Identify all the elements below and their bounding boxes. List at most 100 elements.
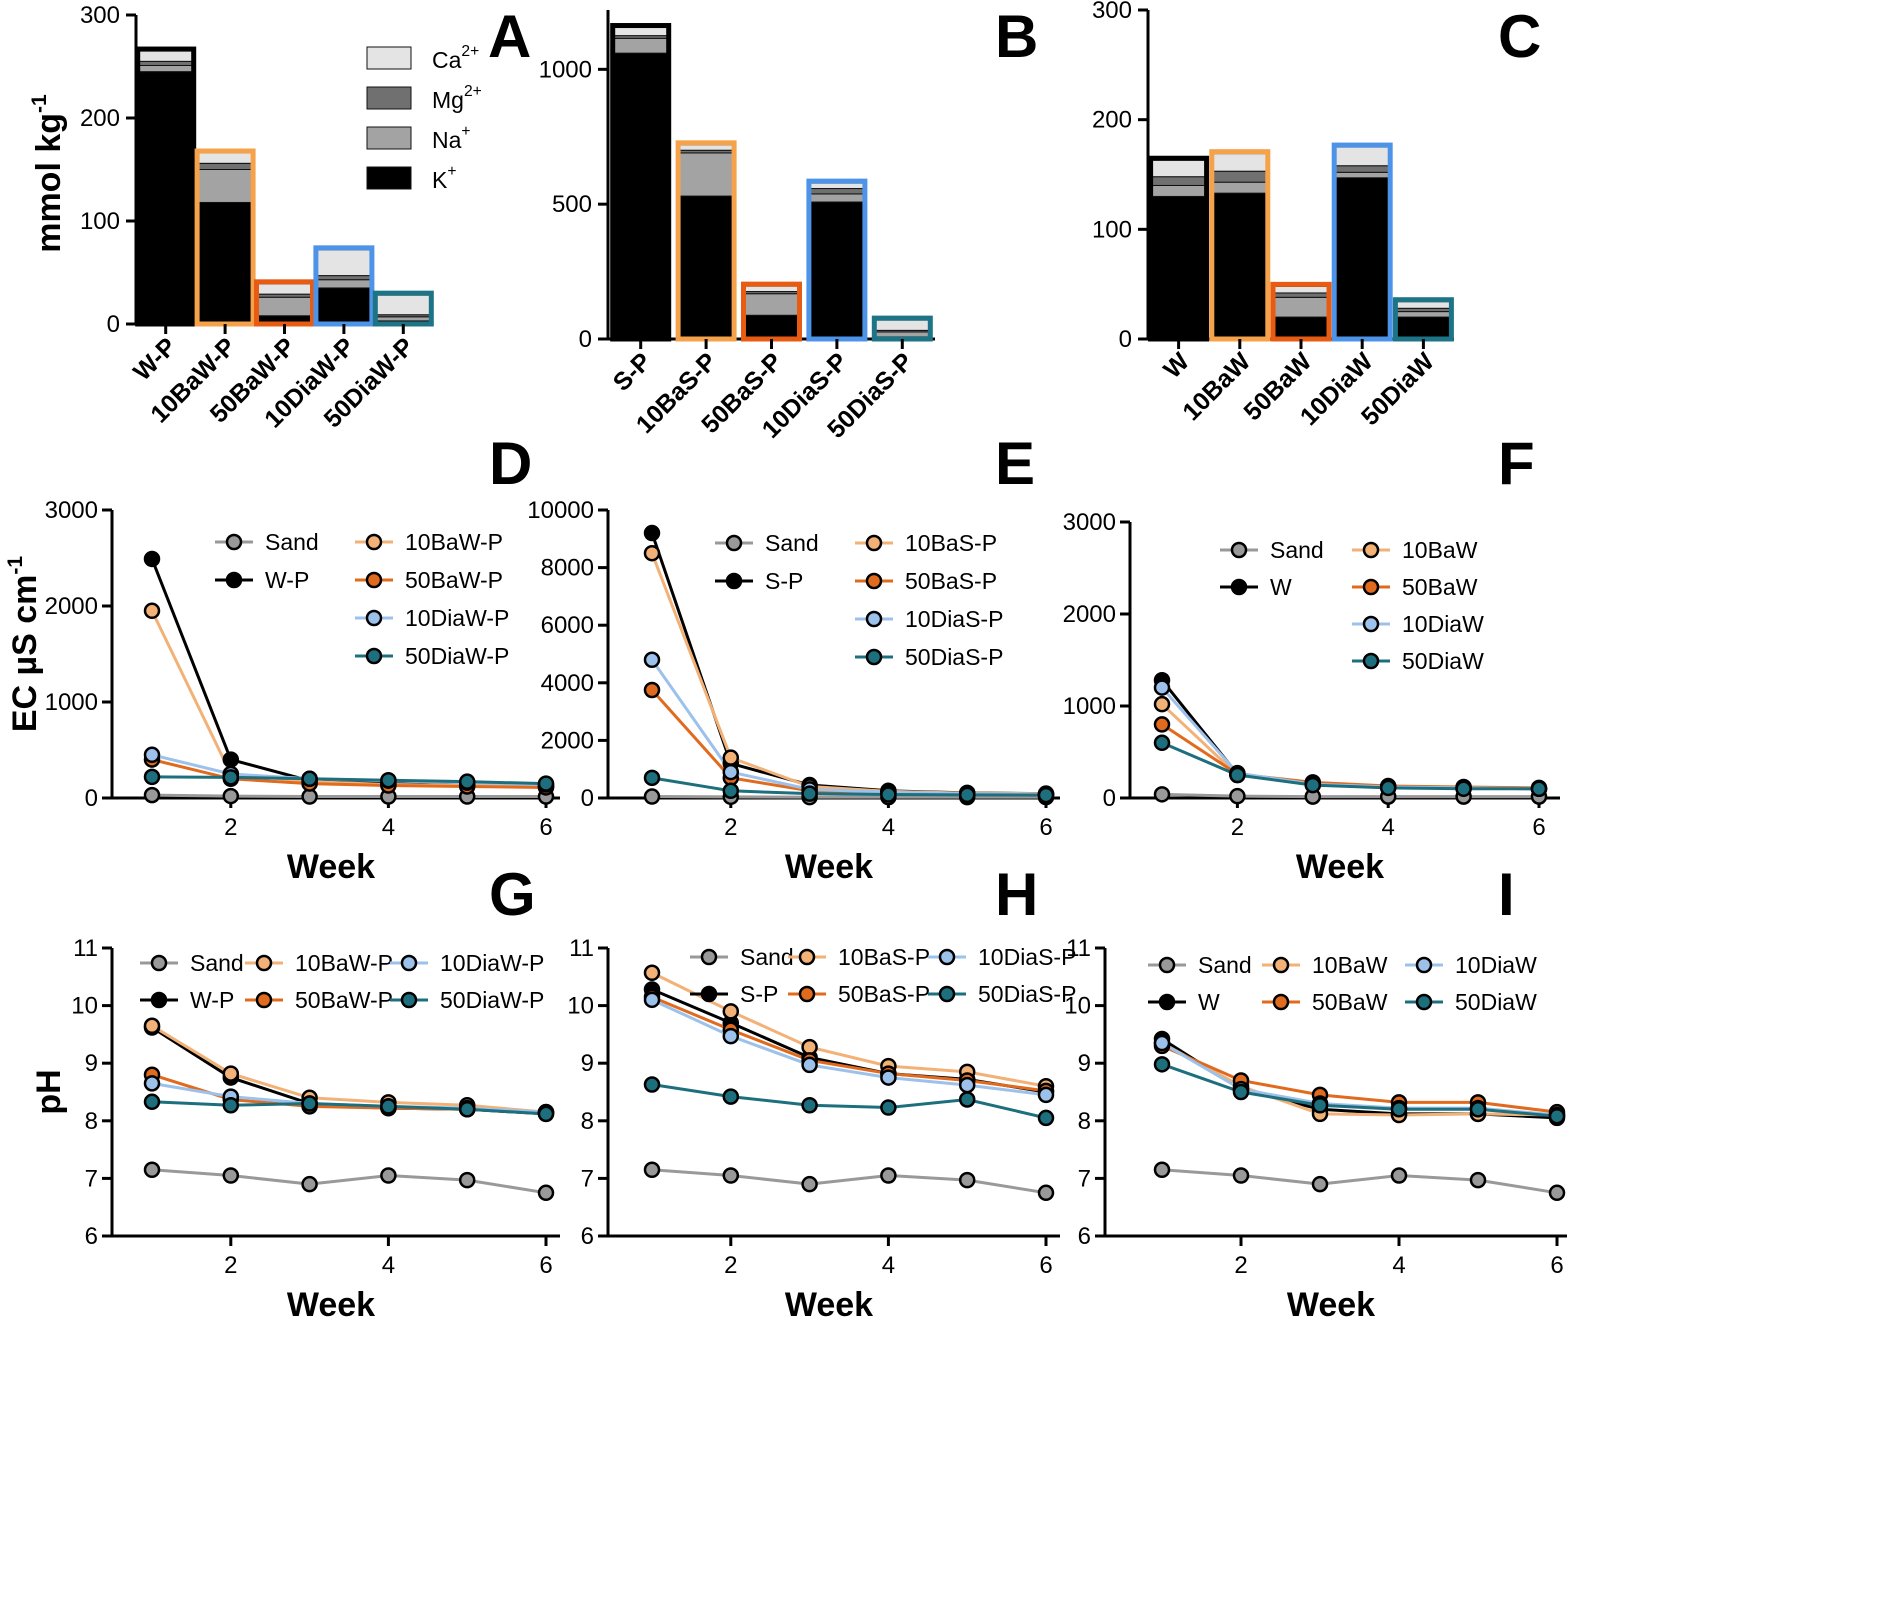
y-tick-label: 3000 — [45, 497, 98, 524]
legend-label: 50DiaW — [1455, 989, 1537, 1015]
x-axis-title: Week — [1296, 848, 1384, 886]
legend-label: Sand — [740, 944, 794, 970]
data-point-50dia — [1548, 1107, 1566, 1125]
y-tick-label: 0 — [1119, 326, 1132, 353]
data-point-50dia — [643, 769, 661, 787]
legend-marker — [365, 647, 383, 665]
series-line-sand — [1161, 1168, 1558, 1195]
bar-segment-na — [1151, 184, 1207, 197]
x-tick-label: 2 — [1234, 1252, 1247, 1279]
bar-segment-k — [809, 201, 865, 340]
bar-segment-mg — [316, 275, 372, 281]
bar-segment-mg — [197, 162, 253, 171]
legend-marker — [1158, 993, 1176, 1011]
legend-label: Sand — [1270, 537, 1324, 563]
data-point-50dia — [801, 785, 818, 802]
legend-marker — [865, 648, 883, 666]
data-point-sand — [143, 1161, 161, 1179]
data-point-50dia — [380, 771, 397, 789]
legend-swatch-k — [366, 166, 412, 190]
series-line-10dia — [650, 658, 1047, 796]
legend-marker — [865, 610, 883, 628]
series-line-10dia — [651, 998, 1047, 1097]
data-point-sand — [801, 1175, 818, 1193]
chart-f: 0 1000 2000 3000 2 4 6 Sand W 10BaW 50BaW 10DiaW 50D… — [1063, 430, 1560, 886]
data-point-10dia — [1153, 679, 1171, 696]
data-point-50dia — [143, 1093, 161, 1111]
bar-segment-k — [1151, 195, 1207, 340]
data-point-sand — [301, 1175, 318, 1193]
panel-letter: F — [1498, 430, 1535, 497]
legend-label: 50DiaS-P — [978, 981, 1076, 1007]
legend-marker — [725, 534, 743, 552]
data-point-10ba — [1153, 695, 1171, 713]
series-line-10ba — [1160, 703, 1540, 791]
bar-segment-mg — [1212, 170, 1268, 183]
data-point-sand — [1153, 1161, 1171, 1179]
data-point-sand — [1229, 787, 1246, 805]
series-line-50dia — [151, 775, 547, 786]
x-tick-label: 2 — [724, 814, 737, 841]
legend-marker — [365, 609, 383, 627]
bar-segment-na — [197, 169, 253, 203]
legend-label: 10BaS-P — [838, 944, 930, 970]
legend-label: W — [1270, 574, 1292, 600]
y-tick-label: 500 — [552, 191, 592, 218]
bar-segment-k — [1212, 192, 1268, 340]
bar-segment-na — [744, 293, 799, 316]
data-point-50dia — [722, 782, 740, 800]
y-tick-label: 0 — [107, 311, 120, 338]
bar-segment-na — [257, 296, 312, 317]
legend-label: 10BaW — [1402, 537, 1478, 563]
bar-segment-k — [1334, 177, 1390, 340]
bar-segment-ca — [375, 294, 431, 316]
data-point-50dia — [1232, 1083, 1250, 1101]
category-label: W-P — [128, 332, 182, 386]
series-line-50ba — [151, 758, 547, 789]
data-point-10dia — [958, 1076, 976, 1094]
x-tick-label: 4 — [382, 1252, 395, 1279]
chart-b: 05001000S-P10BaS-P50BaS-P10DiaS-P50DiaS-… — [539, 3, 1039, 444]
legend-label: 10DiaS-P — [978, 944, 1076, 970]
legend-label-ca: Ca2+ — [432, 43, 479, 73]
x-tick-label: 2 — [1231, 814, 1244, 841]
data-point-10ba — [643, 964, 661, 982]
bar-segment-ca — [316, 249, 372, 277]
legend-marker — [865, 534, 883, 552]
y-tick-label: 6 — [1078, 1223, 1091, 1250]
y-tick-label: 300 — [80, 2, 120, 29]
legend-marker — [1362, 652, 1380, 670]
data-point-sand — [1153, 786, 1171, 803]
legend-label: 10DiaS-P — [905, 606, 1003, 632]
data-point-sand — [1390, 1167, 1408, 1184]
panel-letter: A — [488, 3, 531, 70]
data-point-50dia — [958, 786, 976, 804]
y-tick-label: 8000 — [541, 555, 594, 582]
data-point-50dia — [380, 1098, 397, 1115]
bar-segment-ca — [1395, 301, 1451, 309]
legend-label-mg: Mg2+ — [432, 83, 482, 113]
legend-marker — [938, 948, 956, 966]
data-point-50dia — [222, 769, 240, 786]
bar-segment-ca — [138, 50, 194, 62]
bar-segment-ca — [197, 152, 253, 164]
bar-segment-k — [138, 71, 194, 325]
data-point-50ba — [1153, 716, 1171, 733]
data-point-10dia — [643, 651, 661, 669]
panel-letter: C — [1498, 3, 1541, 70]
series-line-plain — [150, 558, 547, 788]
data-point-sand — [1469, 1171, 1487, 1189]
y-tick-label: 9 — [85, 1050, 98, 1077]
category-label: 10BaW — [1177, 347, 1256, 426]
data-point-10ba — [801, 1038, 818, 1056]
series-line-50dia — [651, 1083, 1047, 1120]
legend-marker — [798, 985, 816, 1003]
bar-segment-ca — [257, 283, 312, 295]
legend-label: 50BaW-P — [295, 987, 393, 1013]
bar-segment-mg — [809, 188, 865, 195]
y-tick-label: 7 — [85, 1165, 98, 1192]
y-tick-label: 6 — [85, 1223, 98, 1250]
data-point-sand — [380, 1167, 397, 1184]
data-point-50ba — [643, 681, 661, 699]
